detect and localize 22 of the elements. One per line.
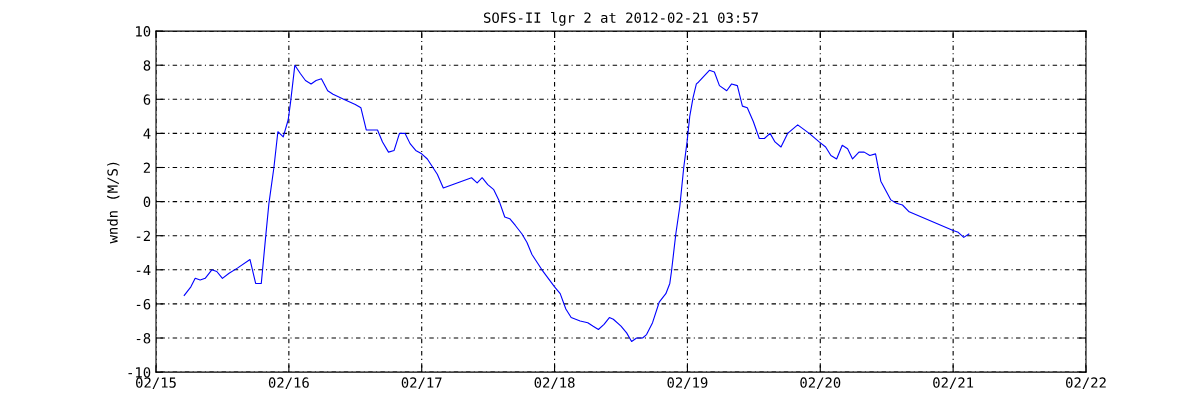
- x-tick-label: 02/15: [136, 377, 176, 389]
- x-tick-label: 02/22: [1066, 377, 1106, 389]
- y-tick-label: -2: [136, 230, 150, 242]
- x-tick-label: 02/20: [800, 377, 841, 389]
- y-tick-label: 8: [143, 60, 151, 71]
- y-tick-label: 6: [143, 94, 151, 105]
- y-tick-label: 0: [143, 196, 151, 208]
- y-tick-label: 10: [136, 26, 151, 37]
- chart-title: SOFS-II lgr 2 at 2012-02-21 03:57: [483, 12, 758, 26]
- line-series: [183, 64, 970, 342]
- x-tick-label: 02/17: [401, 377, 442, 389]
- y-tick-label: 4: [143, 128, 151, 139]
- x-tick-label: 02/21: [933, 377, 974, 389]
- y-tick-label: -4: [136, 265, 151, 276]
- x-tick-label: 02/19: [667, 377, 708, 389]
- y-tick-label: 2: [143, 162, 150, 173]
- y-tick-label: -8: [136, 333, 151, 344]
- x-tick-label: 02/16: [268, 377, 309, 389]
- y-tick-label: -6: [136, 298, 151, 310]
- y-axis-title: wndn (M/S): [107, 162, 120, 244]
- y-tick-label: -10: [128, 367, 151, 378]
- x-tick-label: 02/18: [534, 377, 575, 389]
